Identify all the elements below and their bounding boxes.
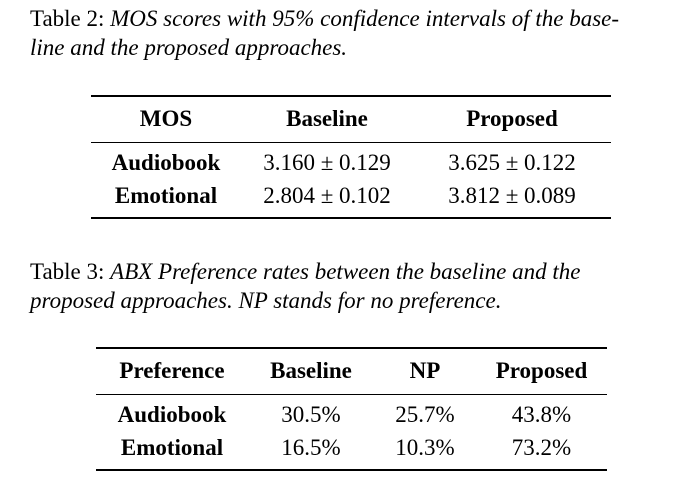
table3-cell: 43.8% xyxy=(511,402,572,427)
table2-header-row: MOS Baseline Proposed xyxy=(91,96,611,143)
table3: Preference Baseline NP Proposed Audioboo… xyxy=(96,347,607,471)
table3-cell: 25.7% xyxy=(395,402,455,427)
table3-header-row: Preference Baseline NP Proposed xyxy=(96,348,607,395)
table3-header-proposed: Proposed xyxy=(476,348,607,395)
table2-header-mos: MOS xyxy=(91,96,241,143)
table2-row-label: Emotional xyxy=(114,183,218,208)
table-row: Emotional 2.804 ± 0.102 3.812 ± 0.089 xyxy=(91,180,611,218)
table2-header-baseline: Baseline xyxy=(241,96,413,143)
table3-cell: 30.5% xyxy=(281,402,341,427)
table2-row-label: Audiobook xyxy=(111,150,221,175)
table2-cell: 3.812 ± 0.089 xyxy=(448,183,576,208)
table-row: Audiobook 3.160 ± 0.129 3.625 ± 0.122 xyxy=(91,142,611,180)
table2: MOS Baseline Proposed Audiobook 3.160 ± … xyxy=(91,95,611,219)
table2-caption-line2: line and the proposed approaches. xyxy=(30,35,348,60)
table3-header-baseline: Baseline xyxy=(248,348,374,395)
table-row: Emotional 16.5% 10.3% 73.2% xyxy=(96,432,607,470)
table2-caption-line1: MOS scores with 95% confidence intervals… xyxy=(110,6,620,31)
table-row: Audiobook 30.5% 25.7% 43.8% xyxy=(96,394,607,432)
table3-caption: Table 3: ABX Preference rates between th… xyxy=(30,257,670,315)
table2-header-proposed: Proposed xyxy=(413,96,611,143)
table3-row-label: Emotional xyxy=(120,435,224,460)
table2-cell: 2.804 ± 0.102 xyxy=(263,183,391,208)
table2-caption: Table 2: MOS scores with 95% confidence … xyxy=(30,4,670,62)
table3-caption-line2: proposed approaches. NP stands for no pr… xyxy=(30,288,502,313)
table2-caption-label: Table 2: xyxy=(30,6,105,31)
table3-cell: 73.2% xyxy=(511,435,572,460)
table3-cell: 10.3% xyxy=(395,435,455,460)
table3-header-preference: Preference xyxy=(96,348,248,395)
table3-row-label: Audiobook xyxy=(117,402,227,427)
table3-caption-label: Table 3: xyxy=(30,259,105,284)
table3-cell: 16.5% xyxy=(281,435,341,460)
table2-cell: 3.625 ± 0.122 xyxy=(448,150,576,175)
table3-header-np: NP xyxy=(374,348,476,395)
table3-caption-line1: ABX Preference rates between the baselin… xyxy=(110,259,581,284)
table2-cell: 3.160 ± 0.129 xyxy=(263,150,391,175)
